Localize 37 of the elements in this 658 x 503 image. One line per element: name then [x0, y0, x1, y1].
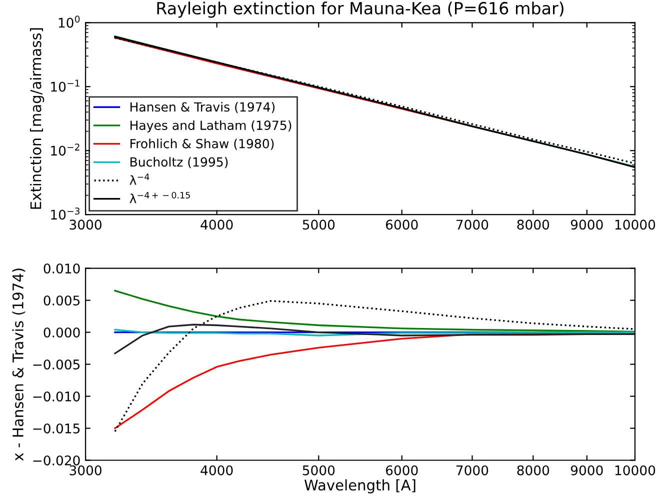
x-tick-label: 10000 — [615, 465, 656, 476]
y-tick-label: 0.005 — [44, 296, 80, 306]
legend-label: λ$^{−4+−0.15}$ — [130, 192, 190, 204]
x-tick-label: 8000 — [517, 220, 550, 230]
x-tick-label: 5000 — [302, 220, 335, 230]
y-axis-title: x - Hansen & Travis (1974) — [12, 268, 26, 461]
y-tick-label: 10$^{0}$ — [58, 16, 80, 28]
x-tick-label: 5000 — [302, 465, 335, 476]
x-tick-label: 6000 — [386, 220, 418, 230]
x-tick-label: 6000 — [386, 465, 418, 476]
x-tick-label: 3000 — [70, 465, 102, 476]
y-tick-label: −0.020 — [33, 455, 80, 466]
y-axis-title: Extinction [mag/airmass] — [30, 28, 44, 209]
y-tick-label: −0.005 — [33, 360, 80, 370]
y-tick-label: −0.015 — [33, 423, 80, 434]
x-tick-label: 9000 — [570, 220, 603, 230]
chart-title: Rayleigh extinction for Mauna-Kea (P=616 mbar) — [157, 2, 564, 18]
y-tick-label: 10$^{−1}$ — [51, 80, 80, 92]
y-tick-label: 10$^{−2}$ — [51, 144, 80, 156]
x-tick-label: 7000 — [456, 220, 488, 230]
x-tick-label: 8000 — [517, 465, 550, 476]
x-tick-label: 3000 — [70, 220, 102, 230]
y-tick-label: −0.010 — [33, 391, 80, 402]
y-tick-label: 0.010 — [44, 264, 80, 274]
x-tick-label: 7000 — [456, 465, 488, 476]
x-axis-title: Wavelength [A] — [304, 479, 416, 494]
legend-label: Hansen & Travis (1974) — [130, 102, 275, 114]
legend-label: λ$^{−4}$ — [130, 174, 150, 185]
legend-label: Bucholtz (1995) — [130, 157, 228, 168]
x-tick-label: 9000 — [570, 465, 603, 476]
x-tick-label: 4000 — [200, 220, 233, 230]
legend-label: Hayes and Latham (1975) — [130, 120, 292, 132]
y-tick-label: 0.000 — [44, 328, 80, 338]
y-tick-label: 10$^{−3}$ — [51, 208, 80, 220]
legend-label: Frohlich & Shaw (1980) — [130, 138, 274, 150]
x-tick-label: 4000 — [200, 465, 233, 476]
x-tick-label: 10000 — [615, 220, 656, 230]
